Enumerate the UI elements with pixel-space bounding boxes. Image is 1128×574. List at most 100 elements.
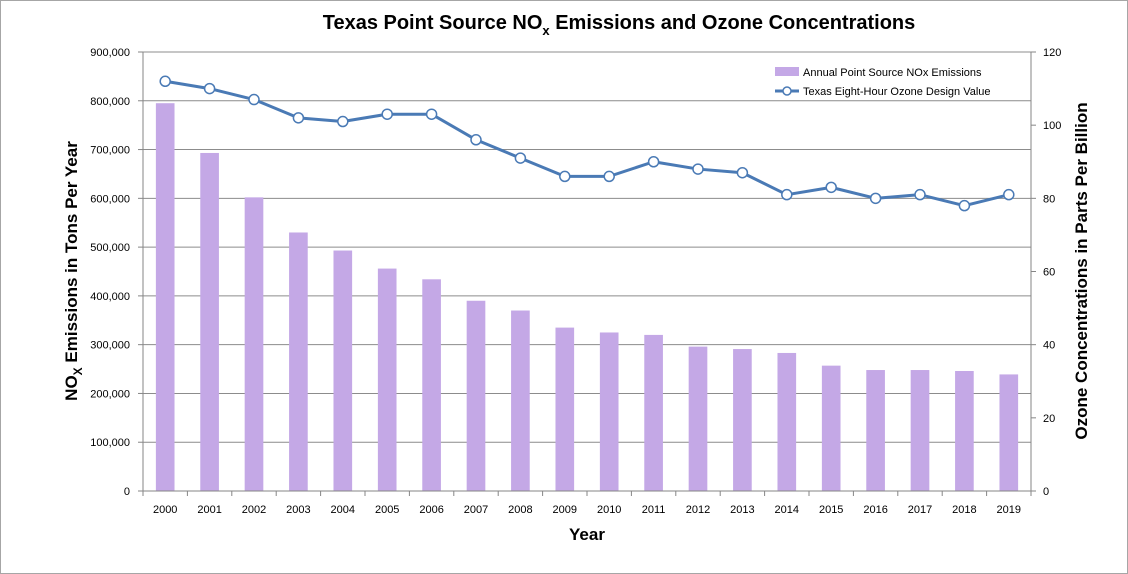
left-axis-title: NOX Emissions in Tons Per Year [62,141,85,401]
bar-2000 [155,103,175,491]
bar-2011 [644,334,663,491]
ozone-point-2019 [1003,188,1015,201]
line-series [159,75,1015,212]
legend-line-marker [782,86,792,96]
left-tick-label: 400,000 [90,291,130,303]
right-tick-label: 80 [1043,193,1055,205]
chart-title-subscript: x [542,23,550,38]
bar-2012 [688,346,708,491]
bar-2015 [821,365,841,491]
bar-2013 [733,349,752,491]
x-tick-label: 2002 [242,504,266,516]
bar-2005 [377,268,397,491]
x-tick-label: 2016 [863,504,887,516]
legend-bar-label: Annual Point Source NOx Emissions [803,67,982,79]
x-tick-label: 2008 [508,504,532,516]
bar-2009 [555,327,575,491]
ozone-point-2009 [559,170,571,183]
ozone-point-2017 [914,188,926,201]
ozone-point-2003 [292,112,305,124]
left-axis-ticks: 0 100,000 200,000 300,000 400,000 500,000 600,… [90,47,143,498]
left-tick-label: 800,000 [90,96,130,108]
bar-2008 [511,310,530,491]
right-axis-ticks: 0 20 40 60 80 100 120 [1031,47,1061,498]
x-tick-label: 2000 [153,504,177,516]
x-axis-ticks: 2000 2001 2002 2003 2004 2005 2006 2007 2008 2009… [142,491,1032,516]
bar-2019 [999,374,1019,491]
right-tick-label: 20 [1043,413,1055,425]
x-tick-label: 2012 [686,504,710,516]
x-tick-label: 2007 [464,504,488,516]
chart-title-suffix: Emissions and Ozone Concentrations [550,12,916,34]
right-tick-label: 120 [1043,47,1061,59]
ozone-point-2010 [603,170,615,183]
left-axis-title-suffix: Emissions in Tons Per Year [62,141,81,368]
x-tick-label: 2014 [775,504,799,516]
ozone-point-2012 [692,163,704,175]
x-tick-label: 2018 [952,504,976,516]
right-tick-label: 60 [1043,267,1055,279]
x-tick-label: 2015 [819,504,843,516]
right-tick-label: 100 [1043,120,1061,132]
chart-title-main: Texas Point Source NO [323,12,543,34]
x-tick-label: 2005 [375,504,399,516]
left-tick-label: 700,000 [90,145,130,157]
bar-2001 [200,152,219,491]
bar-2017 [910,370,930,491]
ozone-point-2004 [337,115,349,128]
left-tick-label: 900,000 [90,47,130,59]
right-axis-title: Ozone Concentrations in Parts Per Billio… [1072,102,1091,439]
x-tick-label: 2003 [286,504,310,516]
ozone-point-2005 [381,108,393,120]
x-tick-label: 2019 [997,504,1021,516]
ozone-point-2015 [825,181,837,194]
bar-2018 [955,371,974,491]
ozone-line [164,79,1010,208]
x-tick-label: 2011 [642,504,666,516]
left-tick-label: 500,000 [90,242,130,254]
ozone-point-2000 [159,75,171,88]
legend: Annual Point Source NOx Emissions Texas … [775,67,991,98]
ozone-point-2011 [647,156,660,168]
bar-series [155,103,1019,491]
bar-2004 [333,250,353,491]
left-tick-label: 600,000 [90,193,130,205]
gridlines [143,51,1031,443]
bar-2014 [777,352,797,491]
left-tick-label: 100,000 [90,437,130,449]
bar-2010 [599,332,619,491]
left-tick-label: 200,000 [90,388,130,400]
x-tick-label: 2017 [908,504,932,516]
bar-2007 [466,300,486,491]
ozone-point-2008 [514,152,527,164]
right-tick-label: 0 [1043,486,1049,498]
x-tick-label: 2009 [553,504,577,516]
ozone-point-2016 [869,192,882,205]
chart-title: Texas Point Source NOx Emissions and Ozo… [323,12,916,38]
x-tick-label: 2004 [331,504,355,516]
x-axis-title: Year [569,525,605,544]
bar-2016 [866,370,885,491]
ozone-point-2018 [958,199,971,212]
legend-line-label: Texas Eight-Hour Ozone Design Value [803,86,991,98]
x-tick-label: 2010 [597,504,621,516]
ozone-point-2007 [470,134,482,146]
left-axis-title-subscript: X [71,367,85,375]
ozone-point-2001 [203,82,216,95]
bar-2002 [244,197,264,491]
left-tick-label: 300,000 [90,340,130,352]
left-tick-label: 0 [124,486,130,498]
right-tick-label: 40 [1043,340,1055,352]
ozone-point-2006 [425,108,438,120]
left-axis-title-main: NO [62,375,81,401]
x-tick-label: 2013 [730,504,754,516]
axes [142,52,1032,492]
bar-2003 [289,232,308,491]
x-tick-label: 2006 [419,504,443,516]
x-tick-label: 2001 [197,504,221,516]
ozone-point-2014 [781,188,793,201]
ozone-point-2002 [248,93,260,106]
legend-bar-swatch [775,67,799,76]
